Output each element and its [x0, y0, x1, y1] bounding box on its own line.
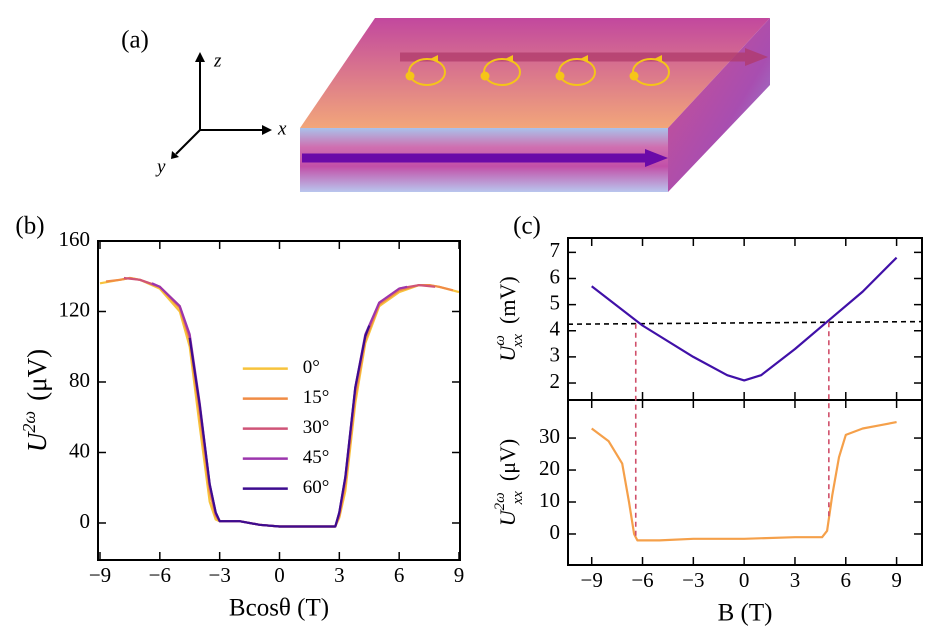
y-label-unit: (mV) — [495, 276, 520, 324]
series-line — [151, 282, 408, 528]
axes-triad — [175, 60, 264, 155]
plot-frame — [97, 240, 461, 561]
x-tick-label: 9 — [454, 563, 465, 587]
y-axis — [175, 129, 201, 155]
y-tick-label: 160 — [59, 227, 91, 251]
electron — [405, 71, 415, 81]
plot: 0 10 20 30 −9 −6 −3 0 3 6 9 U2ω xx (μV) B (T) — [492, 399, 923, 627]
y-axis-label: U2ω (μV) — [19, 349, 52, 452]
y-tick-label: 6 — [550, 264, 561, 288]
legend-label: 0° — [303, 357, 320, 378]
y-tick-label: 2 — [550, 369, 561, 393]
x-tick-label: −9 — [89, 563, 111, 587]
y-tick-label: 80 — [69, 368, 90, 392]
y-axis-label: Uω xx (mV) — [492, 276, 526, 361]
axis-name: y — [155, 156, 166, 177]
legend-label: 15° — [303, 387, 330, 408]
y-axis-label: U2ω xx (μV) — [492, 439, 526, 527]
orbit-arrow — [505, 55, 513, 63]
x-tick-label: 9 — [891, 568, 902, 592]
electron — [555, 71, 565, 81]
z-head — [195, 52, 205, 62]
y-label-base: U — [22, 431, 52, 452]
panel-a: (a) z x y — [121, 18, 770, 192]
y-label-unit: (μV) — [22, 349, 52, 401]
electron — [480, 71, 490, 81]
y-tick-label: 0 — [80, 509, 91, 533]
y-label-unit: (μV) — [495, 439, 520, 481]
x-tick-label: 0 — [739, 568, 750, 592]
legend-label: 30° — [303, 417, 330, 438]
y-tick-label: 0 — [550, 520, 561, 544]
y-tick-label: 5 — [550, 290, 561, 314]
plot-frame — [567, 237, 923, 401]
series-line — [591, 256, 898, 382]
legend-label: 45° — [303, 447, 330, 468]
orbit-arrow — [580, 55, 588, 63]
electron — [629, 71, 639, 81]
y-tick-label: 20 — [539, 456, 560, 480]
series-line — [591, 421, 897, 542]
panel-label: (a) — [121, 27, 149, 54]
panel-label: (c) — [513, 213, 541, 240]
x-tick-label: 3 — [334, 563, 345, 587]
axis-name: z — [213, 50, 222, 71]
x-tick-label: 6 — [841, 568, 852, 592]
slab-top — [300, 18, 770, 128]
plot: 0 40 80 120 160 −9 −6 −3 0 3 6 9 0° 15° 30° 45° 60° U2ω (μ… — [15, 213, 464, 622]
x-tick-label: 0 — [274, 563, 285, 587]
x-tick-label: −9 — [581, 568, 603, 592]
x-tick-label: −3 — [682, 568, 704, 592]
y-label-sup: ω — [492, 335, 508, 346]
orbit-arrow — [430, 55, 438, 63]
y-tick-label: 4 — [550, 317, 561, 341]
plot: 234 567 Uω xx (mV) (c) — [492, 213, 923, 401]
y-label-sub: xx — [510, 491, 526, 506]
x-tick-label: −6 — [631, 568, 653, 592]
y-head — [171, 151, 179, 159]
y-label-sub: xx — [510, 334, 526, 349]
series-line — [188, 325, 371, 528]
x-head — [262, 125, 272, 135]
y-tick-label: 40 — [69, 438, 90, 462]
panel-label: (b) — [15, 213, 44, 240]
x-axis-label: B (T) — [718, 600, 773, 627]
x-tick-label: 3 — [790, 568, 801, 592]
plot-frame — [567, 399, 923, 566]
electrons — [405, 55, 662, 81]
front-arrow-head — [645, 149, 668, 167]
y-label-sup: 2ω — [492, 492, 508, 510]
axis-name: x — [277, 118, 287, 139]
y-tick-label: 7 — [550, 238, 561, 262]
x-axis-label: Bcosθ (T) — [229, 595, 329, 622]
y-label-base: U — [495, 344, 520, 362]
y-tick-label: 10 — [539, 488, 560, 512]
x-tick-label: −3 — [208, 563, 230, 587]
y-tick-label: 30 — [539, 424, 560, 448]
y-label-sup: 2ω — [19, 411, 39, 433]
y-tick-label: 3 — [550, 343, 561, 367]
x-tick-label: 6 — [394, 563, 405, 587]
orbit-arrow — [654, 55, 662, 63]
y-label-base: U — [495, 508, 520, 526]
y-tick-label: 120 — [59, 297, 91, 321]
series-line — [568, 320, 922, 325]
legend-label: 60° — [303, 477, 330, 498]
x-tick-label: −6 — [149, 563, 171, 587]
top-arrow-head — [745, 48, 768, 66]
